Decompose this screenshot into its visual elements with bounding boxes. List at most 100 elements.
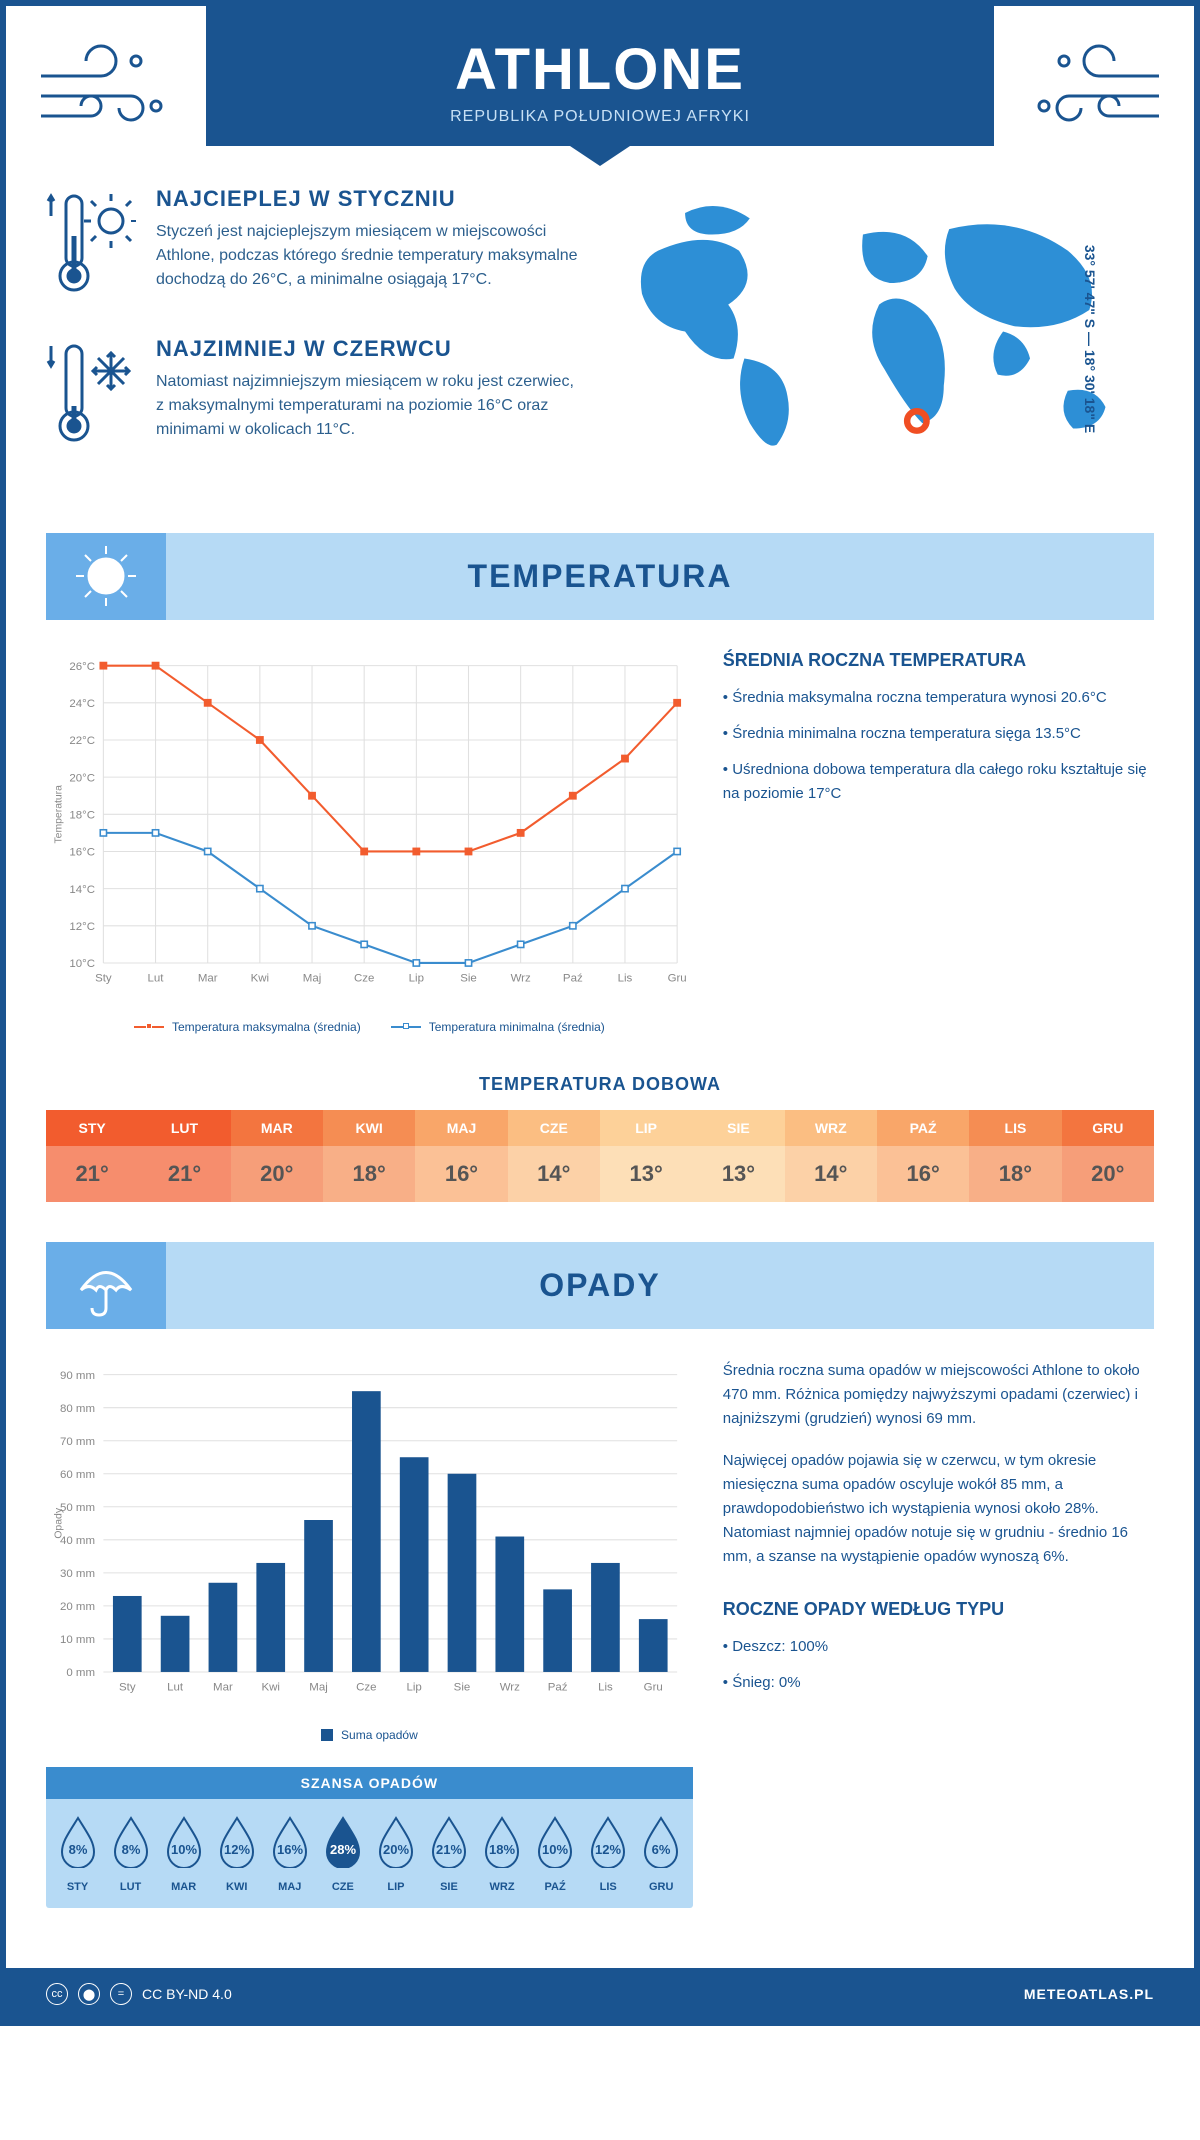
svg-text:70 mm: 70 mm (60, 1435, 95, 1447)
wind-icon-right (1004, 36, 1164, 156)
rain-chance-cell: 28% CZE (316, 1814, 369, 1893)
rain-chance-month: GRU (635, 1881, 688, 1893)
svg-text:Sty: Sty (95, 973, 112, 985)
temperature-chart-col: 10°C12°C14°C16°C18°C20°C22°C24°C26°CStyL… (46, 650, 693, 1034)
temperature-summary-item: • Średnia maksymalna roczna temperatura … (723, 686, 1154, 710)
daily-temp-cell: MAJ16° (415, 1110, 507, 1202)
svg-text:Maj: Maj (309, 1681, 327, 1693)
daily-temp-cell: LIS18° (969, 1110, 1061, 1202)
daily-temp-cell: SIE13° (692, 1110, 784, 1202)
rain-chance-drops: 8% STY 8% LUT 10% MAR 12% KWI 16% MAJ 28… (46, 1799, 693, 1908)
rain-by-type-heading: ROCZNE OPADY WEDŁUG TYPU (723, 1599, 1154, 1620)
rain-chance-value: 8% (121, 1842, 140, 1857)
svg-text:30 mm: 30 mm (60, 1568, 95, 1580)
rain-chance-month: LIP (369, 1881, 422, 1893)
daily-temp-month: CZE (508, 1110, 600, 1146)
daily-temp-value: 18° (969, 1146, 1061, 1202)
daily-temp-value: 18° (323, 1146, 415, 1202)
svg-text:50 mm: 50 mm (60, 1501, 95, 1513)
footer-left: cc ⬤ = CC BY-ND 4.0 (46, 1983, 232, 2005)
daily-temp-cell: GRU20° (1062, 1110, 1154, 1202)
svg-text:Cze: Cze (354, 973, 374, 985)
footer: cc ⬤ = CC BY-ND 4.0 METEOATLAS.PL (6, 1968, 1194, 2020)
rain-chance-cell: 10% MAR (157, 1814, 210, 1893)
by-icon: ⬤ (78, 1983, 100, 2005)
warmest-block: NAJCIEPLEJ W STYCZNIU Styczeń jest najci… (46, 186, 585, 306)
svg-text:Cze: Cze (356, 1681, 376, 1693)
rain-chance-value: 10% (542, 1842, 568, 1857)
temperature-heading: TEMPERATURA (468, 558, 733, 594)
content: NAJCIEPLEJ W STYCZNIU Styczeń jest najci… (6, 186, 1194, 1928)
coldest-block: NAJZIMNIEJ W CZERWCU Natomiast najzimnie… (46, 336, 585, 456)
daily-temp-title: TEMPERATURA DOBOWA (46, 1074, 1154, 1095)
drop-icon: 28% (321, 1814, 365, 1868)
legend-min: Temperatura minimalna (średnia) (391, 1020, 605, 1034)
rain-summary: Średnia roczna suma opadów w miejscowośc… (723, 1359, 1154, 1929)
rain-chance-month: KWI (210, 1881, 263, 1893)
rain-chance-cell: 20% LIP (369, 1814, 422, 1893)
daily-temp-month: GRU (1062, 1110, 1154, 1146)
daily-temp-month: STY (46, 1110, 138, 1146)
info-blocks: NAJCIEPLEJ W STYCZNIU Styczeń jest najci… (46, 186, 585, 493)
rain-chance-cell: 12% KWI (210, 1814, 263, 1893)
svg-text:Sie: Sie (460, 973, 477, 985)
temperature-summary-item: • Uśredniona dobowa temperatura dla całe… (723, 758, 1154, 806)
daily-temp-value: 16° (415, 1146, 507, 1202)
svg-text:Lis: Lis (598, 1681, 613, 1693)
rain-chance-cell: 8% STY (51, 1814, 104, 1893)
rain-chance-month: LIS (582, 1881, 635, 1893)
rain-chance-month: WRZ (476, 1881, 529, 1893)
wind-icon-left (36, 36, 196, 156)
rain-chance-value: 20% (383, 1842, 409, 1857)
thermometer-sun-icon (46, 186, 136, 306)
svg-text:Sie: Sie (454, 1681, 471, 1693)
legend-max-label: Temperatura maksymalna (średnia) (172, 1020, 361, 1034)
drop-icon: 16% (268, 1814, 312, 1868)
temperature-summary-heading: ŚREDNIA ROCZNA TEMPERATURA (723, 650, 1154, 671)
rain-chance-cell: 6% GRU (635, 1814, 688, 1893)
rain-chance-value: 6% (652, 1842, 671, 1857)
sun-icon (71, 541, 141, 611)
rain-legend: Suma opadów (46, 1728, 693, 1742)
svg-text:Sty: Sty (119, 1681, 136, 1693)
drop-icon: 6% (639, 1814, 683, 1868)
daily-temp-cell: WRZ14° (785, 1110, 877, 1202)
svg-text:Lis: Lis (618, 973, 633, 985)
rain-chance-value: 10% (171, 1842, 197, 1857)
svg-text:80 mm: 80 mm (60, 1402, 95, 1414)
svg-text:Gru: Gru (668, 973, 687, 985)
rain-chance-value: 21% (436, 1842, 462, 1857)
warmest-title: NAJCIEPLEJ W STYCZNIU (156, 186, 585, 212)
legend-rain-label: Suma opadów (341, 1728, 418, 1742)
coldest-text: NAJZIMNIEJ W CZERWCU Natomiast najzimnie… (156, 336, 585, 456)
daily-temp-value: 21° (46, 1146, 138, 1202)
svg-text:24°C: 24°C (69, 698, 95, 710)
drop-icon: 21% (427, 1814, 471, 1868)
daily-temp-value: 13° (600, 1146, 692, 1202)
daily-temp-month: LIS (969, 1110, 1061, 1146)
warmest-text: NAJCIEPLEJ W STYCZNIU Styczeń jest najci… (156, 186, 585, 306)
svg-text:Maj: Maj (303, 973, 321, 985)
daily-temp-month: PAŹ (877, 1110, 969, 1146)
daily-temp-month: MAR (231, 1110, 323, 1146)
location-title: ATHLONE (226, 36, 974, 103)
svg-text:Opady: Opady (54, 1507, 65, 1538)
daily-temp-month: MAJ (415, 1110, 507, 1146)
temperature-summary-item: • Średnia minimalna roczna temperatura s… (723, 722, 1154, 746)
rain-chance-cell: 16% MAJ (263, 1814, 316, 1893)
rain-chance-month: MAJ (263, 1881, 316, 1893)
daily-temp-cell: CZE14° (508, 1110, 600, 1202)
daily-temp-value: 16° (877, 1146, 969, 1202)
rain-row: 0 mm10 mm20 mm30 mm40 mm50 mm60 mm70 mm8… (46, 1359, 1154, 1929)
rain-chart-col: 0 mm10 mm20 mm30 mm40 mm50 mm60 mm70 mm8… (46, 1359, 693, 1929)
svg-text:10 mm: 10 mm (60, 1634, 95, 1646)
rain-chance-month: MAR (157, 1881, 210, 1893)
header-wrap: ATHLONE REPUBLIKA POŁUDNIOWEJ AFRYKI (6, 6, 1194, 146)
rain-chance-value: 12% (224, 1842, 250, 1857)
svg-text:40 mm: 40 mm (60, 1535, 95, 1547)
daily-temp-value: 14° (785, 1146, 877, 1202)
umbrella-icon (71, 1250, 141, 1320)
rain-chance-cell: 8% LUT (104, 1814, 157, 1893)
warmest-body: Styczeń jest najcieplejszym miesiącem w … (156, 220, 585, 292)
daily-temp-month: KWI (323, 1110, 415, 1146)
